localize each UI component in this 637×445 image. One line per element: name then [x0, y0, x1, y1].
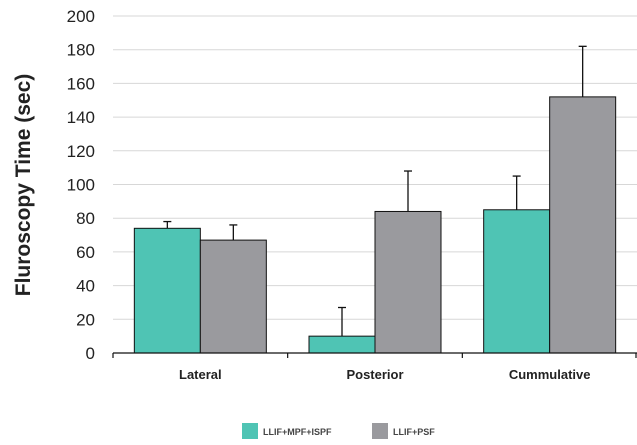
- legend-label: LLIF+MPF+ISPF: [263, 427, 332, 437]
- bar: [483, 209, 551, 354]
- x-tick-label: Cummulative: [509, 367, 591, 382]
- legend: LLIF+MPF+ISPF LLIF+PSF: [242, 423, 435, 439]
- y-tick-label: 0: [86, 344, 95, 363]
- y-tick-label: 60: [76, 243, 95, 262]
- y-tick-label: 100: [67, 176, 95, 195]
- x-axis: [112, 352, 637, 358]
- bar: [308, 335, 376, 354]
- x-tick-label: Lateral: [179, 367, 222, 382]
- legend-swatch: [242, 423, 258, 439]
- x-tick-label: Posterior: [346, 367, 403, 382]
- y-tick-label: 120: [67, 142, 95, 161]
- y-axis-ticks: 0 20 40 60 80 100 120 140 160 180 200: [67, 7, 95, 363]
- legend-label: LLIF+PSF: [393, 427, 435, 437]
- y-tick-label: 160: [67, 74, 95, 93]
- x-axis-labels: Lateral Posterior Cummulative: [179, 367, 590, 382]
- y-axis-title: Fluroscopy Time (sec): [12, 74, 35, 297]
- y-tick-label: 180: [67, 41, 95, 60]
- y-tick-label: 40: [76, 277, 95, 296]
- bar: [549, 96, 617, 354]
- y-tick-label: 140: [67, 108, 95, 127]
- y-tick-label: 20: [76, 310, 95, 329]
- bars: [133, 96, 617, 354]
- y-tick-label: 80: [76, 209, 95, 228]
- y-tick-label: 200: [67, 7, 95, 26]
- bar: [199, 239, 267, 354]
- bar: [133, 227, 201, 354]
- legend-swatch: [372, 423, 388, 439]
- bar: [374, 210, 442, 354]
- error-bars: [163, 45, 587, 337]
